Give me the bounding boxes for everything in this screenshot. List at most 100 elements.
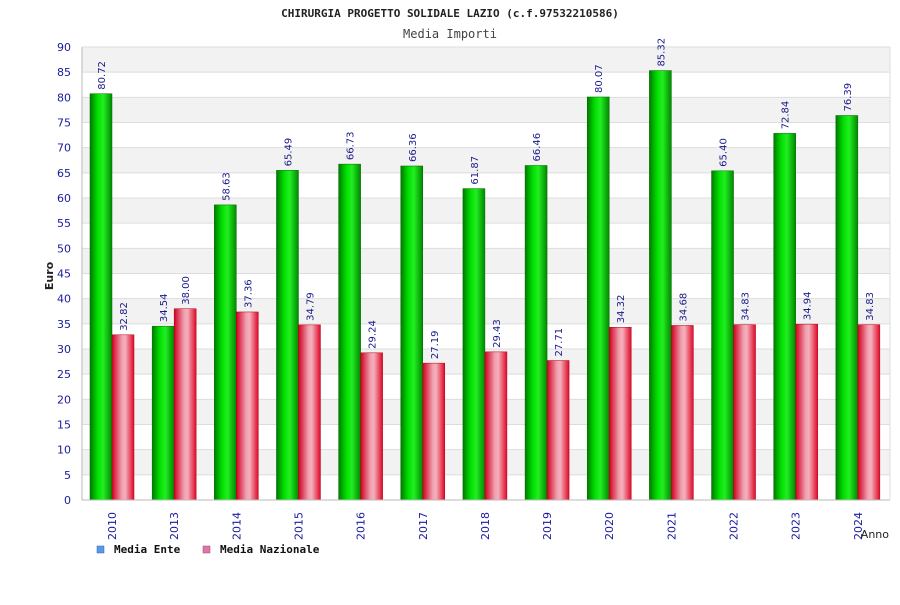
x-tick-label-2023: 2023 — [790, 512, 803, 540]
bar-media-ente-2013 — [151, 325, 175, 501]
y-tick-labels: 0 5 10 15 20 25 30 35 40 45 50 55 60 65 70 75 80 85 90 — [57, 41, 71, 507]
bar-media-nazionale-2020 — [608, 327, 632, 501]
bar-label-media-nazionale-2024: 34.83 — [865, 292, 876, 321]
plot-band — [82, 47, 890, 73]
bar-media-nazionale-2016 — [360, 352, 383, 501]
y-tick-label: 40 — [57, 293, 71, 306]
x-tick-label-2014: 2014 — [230, 512, 243, 540]
axes — [81, 47, 891, 501]
bar-label-media-ente-2010: 80.72 — [97, 61, 108, 90]
bar-media-ente-2014 — [214, 204, 237, 501]
bar-media-nazionale-2013 — [173, 308, 197, 501]
bar-label-media-nazionale-2016: 29.24 — [368, 320, 379, 349]
bar-media-nazionale-2024 — [857, 324, 881, 501]
bar-label-media-nazionale-2014: 37.36 — [243, 279, 254, 308]
bar-label-media-nazionale-2023: 34.94 — [803, 291, 814, 320]
bar-media-ente-2020 — [586, 96, 610, 501]
bar-media-ente-2018 — [462, 188, 486, 501]
bar-label-media-ente-2018: 61.87 — [470, 156, 481, 185]
bar-label-media-ente-2024: 76.39 — [843, 83, 854, 112]
bar-media-ente-2019 — [524, 165, 548, 501]
y-tick-label: 55 — [57, 217, 71, 230]
bar-media-ente-2015 — [276, 170, 299, 501]
y-tick-label: 30 — [57, 343, 71, 356]
chart-title: CHIRURGIA PROGETTO SOLIDALE LAZIO (c.f.9… — [281, 7, 619, 20]
y-tick-label: 0 — [64, 494, 71, 507]
bar-label-media-nazionale-2022: 34.83 — [741, 292, 752, 321]
x-tick-label-2013: 2013 — [168, 512, 181, 540]
bar-label-media-ente-2022: 65.40 — [719, 138, 730, 167]
bar-label-media-nazionale-2019: 27.71 — [554, 328, 565, 357]
x-tick-label-2015: 2015 — [292, 512, 305, 540]
x-tick-label-2019: 2019 — [541, 512, 554, 540]
bar-label-media-nazionale-2017: 27.19 — [430, 331, 441, 360]
y-tick-label: 90 — [57, 41, 71, 54]
bar-media-ente-2017 — [400, 165, 424, 501]
y-tick-label: 80 — [57, 91, 71, 104]
legend: Media Ente Media Nazionale — [96, 543, 320, 556]
y-axis-label: Euro — [43, 261, 56, 290]
y-tick-label: 50 — [57, 242, 71, 255]
chart-subtitle: Media Importi — [403, 27, 497, 41]
plot-band — [82, 97, 890, 123]
plot-band — [82, 298, 890, 324]
bar-label-media-ente-2017: 66.36 — [408, 133, 419, 162]
plot-band — [82, 147, 890, 173]
y-tick-label: 25 — [57, 368, 71, 381]
x-tick-label-2021: 2021 — [665, 512, 678, 540]
bar-media-nazionale-2015 — [298, 324, 321, 501]
bar-label-media-ente-2023: 72.84 — [781, 101, 792, 130]
bar-label-media-ente-2013: 34.54 — [159, 294, 170, 323]
y-tick-label: 70 — [57, 142, 71, 155]
bar-media-nazionale-2010 — [111, 334, 135, 501]
x-tick-label-2018: 2018 — [479, 512, 492, 540]
x-tick-label-2010: 2010 — [106, 512, 119, 540]
bar-label-media-nazionale-2010: 32.82 — [119, 302, 130, 331]
bar-label-media-ente-2014: 58.63 — [221, 172, 232, 201]
x-tick-labels: 2010 2013 2014 2015 2016 2017 2018 2019 2020 2021… — [106, 512, 865, 540]
x-axis-label: Anno — [861, 528, 889, 541]
y-tick-label: 60 — [57, 192, 71, 205]
bar-media-ente-2016 — [338, 163, 361, 501]
bar-labels: 80.72 32.82 34.54 38.00 58.63 37.36 65.49 34.79… — [97, 38, 876, 359]
y-tick-label: 10 — [57, 444, 71, 457]
y-tick-label: 5 — [64, 469, 71, 482]
bar-media-nazionale-2018 — [484, 351, 508, 501]
bars — [89, 70, 881, 501]
bar-media-nazionale-2021 — [671, 325, 694, 501]
bar-label-media-nazionale-2021: 34.68 — [678, 293, 689, 322]
plot-band — [82, 248, 890, 274]
bar-media-ente-2024 — [835, 115, 859, 501]
bar-media-ente-2010 — [89, 93, 113, 501]
y-tick-label: 35 — [57, 318, 71, 331]
x-tick-label-2016: 2016 — [355, 512, 368, 540]
bar-media-nazionale-2017 — [422, 362, 446, 501]
bar-label-media-ente-2016: 66.73 — [346, 131, 357, 160]
x-tick-label-2024: 2024 — [852, 512, 865, 540]
bar-label-media-nazionale-2020: 34.32 — [616, 295, 627, 324]
y-tick-label: 15 — [57, 419, 71, 432]
x-tick-label-2020: 2020 — [603, 512, 616, 540]
x-tick-label-2017: 2017 — [417, 512, 430, 540]
bar-label-media-ente-2021: 85.32 — [656, 38, 667, 67]
bar-media-ente-2023 — [773, 133, 796, 501]
legend-swatch-media-nazionale — [202, 545, 211, 554]
legend-label-media-ente: Media Ente — [114, 543, 181, 556]
bar-label-media-nazionale-2015: 34.79 — [305, 292, 316, 321]
bar-media-ente-2022 — [711, 170, 734, 501]
legend-swatch-media-ente — [96, 545, 105, 554]
plot-band — [82, 198, 890, 224]
bar-label-media-ente-2019: 66.46 — [532, 133, 543, 162]
bar-media-nazionale-2022 — [733, 324, 756, 501]
bar-media-nazionale-2023 — [795, 323, 818, 501]
bar-media-ente-2021 — [649, 70, 672, 501]
y-tick-label: 85 — [57, 66, 71, 79]
bar-label-media-nazionale-2013: 38.00 — [181, 276, 192, 305]
bar-media-nazionale-2019 — [546, 360, 570, 501]
bar-label-media-ente-2015: 65.49 — [283, 138, 294, 167]
legend-label-media-nazionale: Media Nazionale — [220, 543, 320, 556]
y-tick-label: 45 — [57, 268, 71, 281]
y-tick-label: 65 — [57, 167, 71, 180]
